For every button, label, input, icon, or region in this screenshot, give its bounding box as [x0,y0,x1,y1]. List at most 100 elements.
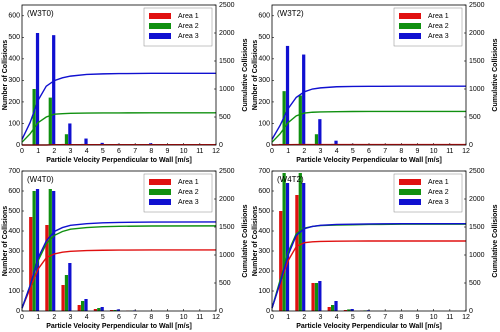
bar [68,263,72,311]
x-tick-label: 8 [399,314,403,321]
y-axis-label: Number of Collisions [252,206,259,277]
y-tick-label: 100 [8,288,20,295]
bar [84,299,88,311]
y-tick-label: 200 [258,99,270,106]
legend-label: Area 2 [178,23,199,30]
x-tick-label: 10 [430,148,438,155]
y-tick-label: 500 [8,34,20,41]
legend-label: Area 1 [178,179,199,186]
y2-tick-label: 1500 [219,224,235,231]
x-tick-label: 8 [149,314,153,321]
x-tick-label: 9 [166,314,170,321]
x-axis-label: Particle Velocity Perpendicular to Wall … [46,157,192,164]
legend-swatch [399,199,421,205]
y2-tick-label: 1000 [219,86,235,93]
legend-swatch [149,189,171,195]
plot-frame [21,4,217,146]
bar [35,33,40,145]
y-tick-label: 200 [8,99,20,106]
x-tick-label: 4 [85,148,89,155]
panel-title: (W4T0) [27,175,54,184]
bar [45,225,49,311]
x-tick-label: 5 [351,314,355,321]
x-tick-label: 11 [196,314,203,321]
cumulative-line [271,222,466,309]
bar [93,309,98,311]
y-tick-label: 300 [258,77,270,84]
y2-tick-label: 0 [219,142,223,149]
bar [302,183,306,311]
x-tick-label: 5 [101,314,105,321]
y-tick-label: 600 [258,188,270,195]
x-tick-label: 0 [270,314,274,321]
y2-tick-label: 1500 [469,58,485,65]
x-axis-label: Particle Velocity Perpendicular to Wall … [46,323,192,330]
bar [64,134,69,145]
plot-frame [271,170,467,312]
legend-label: Area 1 [428,13,449,20]
x-tick-label: 4 [335,148,339,155]
x-tick-label: 3 [319,148,323,155]
x-tick-label: 8 [149,148,153,155]
plot-frame [21,170,217,312]
y-tick-label: 500 [8,208,20,215]
y-tick-label: 400 [258,56,270,63]
bar [285,183,290,311]
y2-tick-label: 1000 [219,252,235,259]
panel-title: (W3T0) [27,9,54,18]
panel-title: (W4T2) [277,175,304,184]
bar [64,275,69,311]
bar [298,173,302,311]
bar [52,191,56,311]
bar [68,123,72,145]
bar [32,191,36,311]
panel: 0 1 2 3 4 5 6 7 8 9 10 11 12010020030040050060070005… [2,168,249,330]
y2-tick-label: 2500 [469,2,485,9]
y2-tick-label: 500 [219,114,231,121]
y-tick-label: 500 [258,208,270,215]
legend-swatch [149,199,171,205]
x-tick-label: 8 [399,148,403,155]
cumulative-line [271,240,466,309]
bar [100,142,104,145]
x-tick-label: 3 [69,148,73,155]
cumulative-line [21,112,216,143]
y2-tick-label: 2000 [469,30,485,37]
y-axis-label: Number of Collisions [2,40,9,111]
x-tick-label: 7 [383,314,387,321]
cumulative-line [271,110,466,143]
y2-tick-label: 2500 [219,2,235,9]
legend-swatch [149,33,171,39]
y-tick-label: 300 [8,77,20,84]
x-axis-label: Particle Velocity Perpendicular to Wall … [296,323,442,330]
legend-swatch [149,23,171,29]
x-tick-label: 2 [302,314,306,321]
legend-label: Area 2 [428,23,449,30]
legend-label: Area 1 [178,13,199,20]
y-tick-label: 600 [8,13,20,20]
bar [116,309,120,311]
y2-tick-label: 0 [469,142,473,149]
x-tick-label: 0 [270,148,274,155]
y2-tick-label: 1500 [469,224,485,231]
x-tick-label: 10 [430,314,438,321]
y-tick-label: 700 [8,168,20,175]
bar [35,189,40,311]
y-tick-label: 0 [266,308,270,315]
x-tick-label: 6 [367,148,371,155]
y2-tick-label: 1500 [219,58,235,65]
x-tick-label: 11 [196,148,203,155]
bar [97,308,101,311]
panel: 0 1 2 3 4 5 6 7 8 9 10 11 12010020030040050060005001… [2,2,249,164]
x-tick-label: 0 [20,148,24,155]
y2-axis-label: Cumulative Collisions [242,38,249,111]
bar [279,211,283,311]
bar [84,138,88,145]
x-tick-label: 3 [69,314,73,321]
y-tick-label: 400 [8,56,20,63]
bar [109,310,114,311]
y-tick-label: 700 [258,168,270,175]
cumulative-line [21,72,216,140]
x-tick-label: 6 [117,314,121,321]
